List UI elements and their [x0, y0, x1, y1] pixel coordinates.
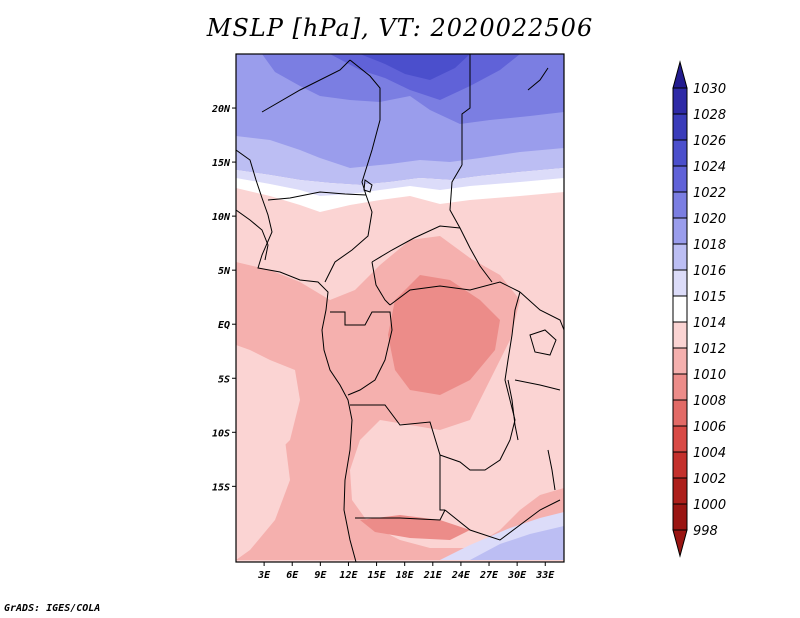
border-cameroon-car — [371, 261, 391, 306]
colorbar-level-label: 1020 — [693, 212, 726, 227]
colorbar-level-label: 1014 — [693, 316, 726, 331]
colorbar-level-label: 1002 — [693, 472, 726, 487]
contour-1012-southwest — [236, 410, 290, 560]
lat-tick-label: 5S — [218, 374, 230, 385]
lat-tick-label: 10N — [212, 212, 231, 223]
colorbar-level-label: 1004 — [693, 446, 726, 461]
colorbar-level-label: 1030 — [693, 82, 726, 97]
border-eastafrica — [519, 291, 564, 331]
border-niger-nigeria — [267, 191, 367, 201]
pressure-field — [236, 54, 564, 562]
colorbar-swatch — [672, 113, 688, 141]
longitude-axis: 3E 6E 9E 12E 15E 18E 21E 24E 27E 30E 33E — [257, 562, 555, 581]
coastline-west — [236, 149, 357, 562]
country-borders — [236, 54, 564, 562]
colorbar-level-label: 1026 — [693, 134, 726, 149]
border-lake-malawi — [547, 449, 556, 491]
colorbar-level-label: 1012 — [693, 342, 726, 357]
colorbar-swatch — [672, 451, 688, 479]
colorbar-swatch — [672, 477, 688, 505]
lon-tick-label: 27E — [479, 570, 499, 581]
lat-tick-label: 15N — [212, 158, 231, 169]
contour-1015-southeast — [440, 512, 564, 560]
contour-1024 — [360, 54, 470, 80]
border-drc-angola — [350, 404, 441, 470]
colorbar-swatch — [672, 191, 688, 219]
colorbar-top-arrow — [672, 60, 688, 89]
border-algeria-niger — [261, 59, 351, 113]
colorbar-swatch — [672, 399, 688, 427]
lon-tick-label: 9E — [314, 570, 327, 581]
grads-credit: GrADS: IGES/COLA — [4, 603, 101, 614]
border-libya-egypt — [461, 54, 471, 165]
contour-1015 — [236, 168, 564, 196]
border-congo-gabon — [330, 311, 393, 396]
colorbar-level-label: 1022 — [693, 186, 726, 201]
colorbar-swatch — [672, 217, 688, 245]
lat-tick-label: 5N — [218, 266, 231, 277]
colorbar-level-label: 1000 — [693, 498, 726, 513]
colorbar-level-label: 1008 — [693, 394, 726, 409]
border-lake-chad — [363, 179, 373, 193]
colorbar-swatch — [672, 321, 688, 349]
colorbar-swatch — [672, 425, 688, 453]
lon-tick-label: 18E — [396, 570, 415, 581]
border-lake-tanganyika — [507, 379, 519, 441]
colorbar-level-label: 1028 — [693, 108, 726, 123]
colorbar-swatch — [672, 139, 688, 167]
colorbar: 1030 1028 1026 1024 1022 1020 1018 1016 1015 1014… — [672, 60, 726, 558]
lon-tick-label: 33E — [535, 570, 555, 581]
colorbar-swatch — [672, 373, 688, 401]
lon-tick-label: 12E — [339, 570, 358, 581]
colorbar-swatch — [672, 295, 688, 323]
colorbar-swatch — [672, 347, 688, 375]
colorbar-swatch — [672, 243, 688, 271]
colorbar-level-label: 1016 — [693, 264, 726, 279]
colorbar-level-label: 1006 — [693, 420, 726, 435]
lon-tick-label: 30E — [507, 570, 527, 581]
colorbar-swatch — [672, 165, 688, 193]
border-angola-namibia — [355, 509, 446, 521]
lat-tick-label: 20N — [211, 104, 231, 115]
border-west-africa-1 — [236, 209, 269, 261]
colorbar-swatch — [672, 269, 688, 297]
border-lake-victoria — [529, 329, 557, 356]
colorbar-bottom-arrow — [672, 529, 688, 558]
border-zambia-south — [444, 499, 561, 541]
plot-title: MSLP [hPa], VT: 2020022506 — [206, 14, 594, 42]
colorbar-level-label: 1018 — [693, 238, 726, 253]
lat-tick-label: EQ — [218, 320, 230, 331]
border-tanzania — [514, 379, 561, 391]
lon-tick-label: 24E — [451, 570, 471, 581]
border-angola-zambia — [439, 470, 445, 511]
latitude-axis: 20N 15N 10N 5N EQ 5S 10S 15S — [211, 104, 236, 493]
lat-tick-label: 10S — [212, 428, 230, 439]
lon-tick-label: 3E — [257, 570, 271, 581]
colorbar-level-label: 1024 — [693, 160, 726, 175]
map-frame — [235, 53, 565, 563]
border-car-drc — [389, 281, 521, 306]
lat-tick-label: 15S — [212, 482, 230, 493]
border-chad-car — [371, 225, 461, 263]
border-niger-libya — [349, 59, 381, 196]
lon-tick-label: 6E — [286, 570, 299, 581]
border-drc-east — [439, 291, 521, 471]
colorbar-level-label: 1015 — [693, 290, 726, 305]
lon-tick-label: 15E — [368, 570, 387, 581]
contour-1008-south — [360, 515, 470, 540]
border-nigeria-cameroon — [324, 194, 373, 283]
colorbar-swatch — [672, 87, 688, 115]
lon-tick-label: 21E — [423, 570, 443, 581]
contour-1008 — [388, 275, 500, 395]
colorbar-level-label: 998 — [693, 524, 718, 539]
border-coast-northeast — [527, 67, 549, 91]
colorbar-swatch — [672, 503, 688, 531]
colorbar-level-label: 1010 — [693, 368, 726, 383]
